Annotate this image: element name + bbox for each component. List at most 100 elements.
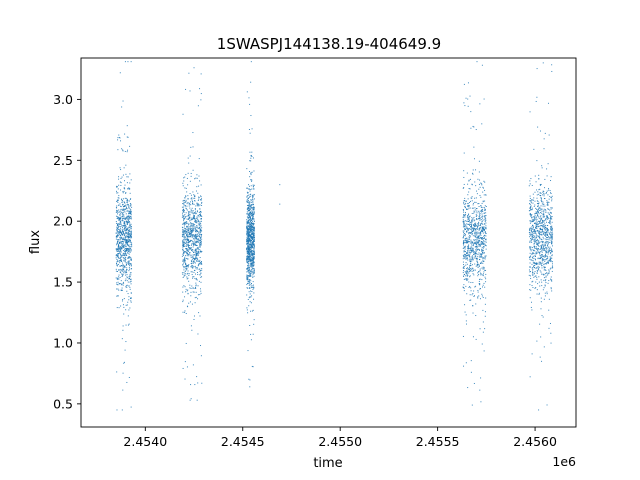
data-point — [541, 265, 543, 267]
data-point — [544, 284, 546, 286]
data-point — [249, 257, 251, 259]
data-point — [117, 254, 119, 256]
data-point — [192, 261, 194, 263]
data-point — [531, 285, 533, 287]
data-point — [124, 240, 126, 242]
data-point — [250, 263, 252, 265]
data-point — [250, 219, 252, 221]
data-point — [192, 228, 194, 230]
data-point — [482, 286, 483, 288]
data-point — [541, 360, 543, 362]
data-point — [131, 246, 133, 248]
data-point — [187, 225, 189, 227]
data-point — [184, 205, 186, 207]
data-point — [182, 260, 184, 262]
data-point — [186, 230, 188, 232]
data-point — [251, 266, 253, 268]
data-point — [475, 252, 477, 254]
data-point — [473, 295, 475, 297]
data-point — [464, 239, 466, 241]
data-point — [252, 217, 254, 219]
data-point — [183, 267, 185, 269]
data-point — [475, 233, 477, 235]
data-point — [183, 238, 185, 240]
data-point — [471, 260, 473, 262]
data-point — [129, 262, 131, 264]
data-point — [187, 198, 189, 200]
data-point — [183, 240, 185, 242]
data-point — [532, 193, 534, 195]
data-point — [186, 245, 188, 247]
data-point — [480, 244, 482, 246]
data-point — [467, 228, 469, 230]
data-point — [467, 242, 469, 244]
data-point — [130, 204, 132, 206]
data-point — [531, 301, 533, 303]
data-point — [540, 308, 542, 310]
data-point — [541, 267, 543, 269]
data-point — [466, 270, 468, 272]
data-point — [545, 215, 547, 217]
data-point — [124, 244, 126, 246]
data-point — [529, 227, 531, 229]
data-point — [252, 229, 254, 231]
data-point — [542, 213, 544, 215]
data-point — [190, 236, 192, 238]
data-point — [119, 181, 121, 183]
data-point — [127, 257, 129, 259]
data-point — [116, 248, 118, 250]
data-point — [545, 227, 547, 229]
data-point — [477, 256, 479, 258]
data-point — [541, 285, 543, 287]
data-point — [469, 188, 471, 190]
data-point — [539, 270, 541, 272]
data-point — [192, 246, 194, 248]
data-point — [200, 228, 202, 230]
data-point — [533, 253, 535, 255]
data-point — [464, 242, 466, 244]
data-point — [250, 160, 252, 162]
data-point — [199, 262, 201, 264]
data-point — [196, 186, 198, 188]
data-point — [251, 243, 253, 245]
data-point — [548, 248, 550, 250]
data-point — [469, 256, 471, 258]
data-point — [196, 174, 198, 176]
data-point — [466, 278, 468, 280]
data-point — [189, 193, 191, 195]
data-point — [252, 200, 254, 202]
data-point — [249, 386, 251, 388]
data-point — [533, 238, 535, 240]
data-point — [533, 262, 535, 264]
data-point — [464, 226, 466, 228]
data-point — [469, 265, 471, 267]
data-point — [467, 208, 469, 210]
data-point — [250, 275, 251, 277]
data-point — [190, 201, 192, 203]
data-point — [200, 242, 202, 244]
data-point — [467, 268, 469, 270]
data-point — [548, 248, 550, 250]
data-point — [550, 258, 552, 260]
data-point — [249, 296, 251, 298]
data-point — [192, 213, 194, 215]
data-point — [125, 240, 127, 242]
data-point — [195, 254, 197, 256]
data-point — [535, 240, 537, 242]
data-point — [253, 254, 255, 256]
data-point — [246, 284, 248, 286]
data-point — [538, 281, 540, 283]
data-point — [550, 342, 552, 344]
data-point — [551, 70, 553, 72]
data-point — [248, 239, 250, 241]
data-point — [534, 259, 536, 261]
data-point — [534, 263, 536, 265]
data-point — [247, 312, 249, 314]
data-point — [535, 233, 537, 235]
data-point — [540, 208, 542, 210]
data-point — [185, 174, 187, 176]
data-point — [466, 239, 468, 241]
data-point — [127, 204, 129, 206]
data-point — [127, 202, 129, 204]
data-point — [469, 259, 471, 261]
